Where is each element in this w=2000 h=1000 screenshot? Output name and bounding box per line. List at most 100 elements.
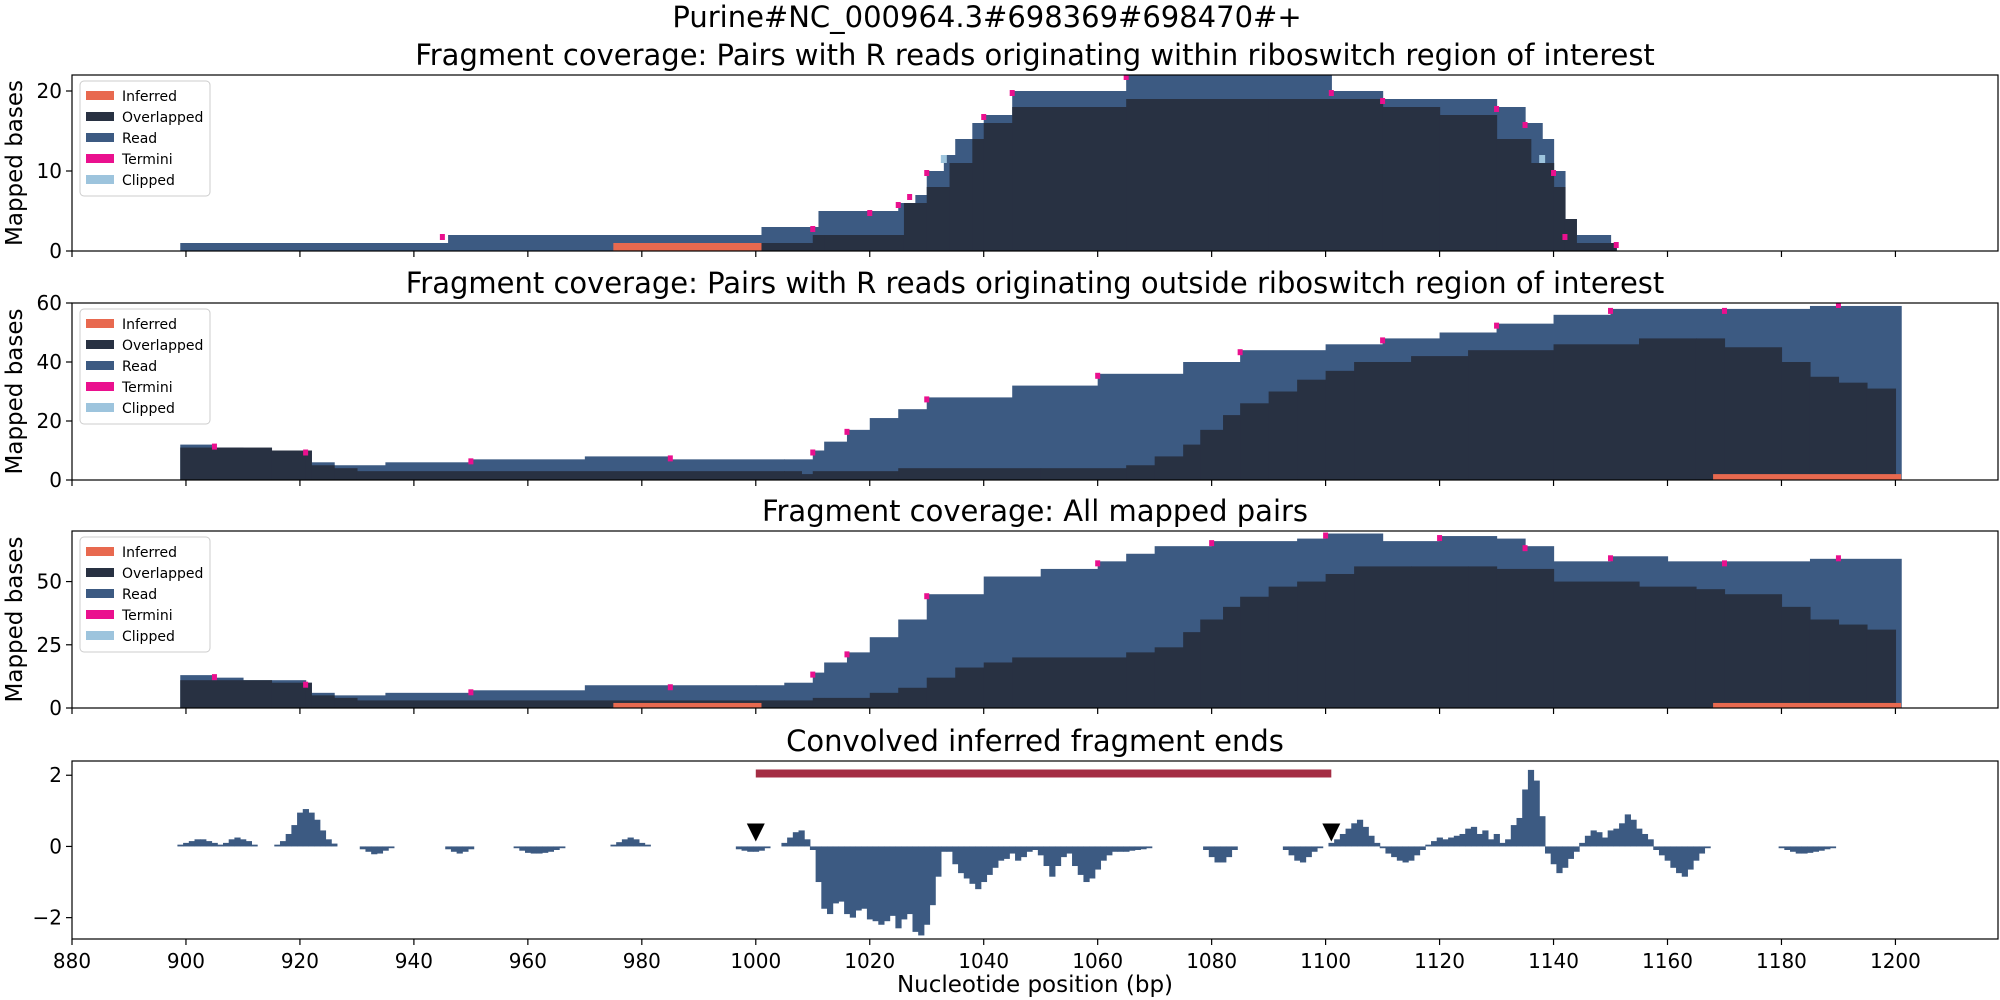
inferred-segment: [613, 702, 762, 708]
inferred-segment: [1713, 474, 1902, 480]
ends-bar: [855, 846, 862, 911]
ends-bar: [1294, 846, 1301, 861]
ends-bar: [1003, 846, 1010, 859]
coverage-step-overlapped: [1553, 344, 1640, 480]
coverage-step-overlapped: [983, 662, 1013, 708]
coverage-step-overlapped: [1553, 581, 1640, 708]
ends-bar: [1391, 846, 1398, 858]
ends-bar: [1072, 846, 1079, 867]
ends-bar: [1077, 846, 1084, 875]
coverage-step-overlapped: [1325, 573, 1355, 708]
legend-label: Read: [122, 359, 157, 375]
coverage-step-overlapped: [1200, 619, 1224, 708]
ends-bar: [644, 844, 651, 847]
ends-bar: [798, 830, 805, 847]
termini-mark: [1613, 242, 1619, 248]
coverage-step-overlapped: [949, 163, 973, 251]
ends-bar: [559, 846, 566, 849]
termini-mark: [981, 114, 987, 120]
termini-mark: [1608, 555, 1614, 562]
coverage-step-overlapped: [755, 243, 814, 251]
ends-bar: [1573, 846, 1580, 852]
coverage-step-read: [812, 450, 825, 480]
ends-bar: [1584, 835, 1592, 847]
ends-bar: [1778, 846, 1785, 849]
legend-swatch-clipped: [86, 175, 114, 184]
ends-bar: [1470, 826, 1478, 847]
coverage-step-overlapped: [1240, 403, 1270, 480]
plot-area: [180, 303, 1902, 480]
coverage-step-overlapped: [1724, 347, 1783, 480]
ends-bar: [217, 844, 224, 847]
ends-bar: [240, 839, 247, 847]
coverage-step-overlapped: [898, 468, 1042, 480]
ends-bar: [1613, 828, 1620, 847]
ends-bar: [1658, 846, 1666, 856]
termini-mark: [1721, 560, 1727, 567]
ends-bar: [975, 846, 982, 890]
ends-bar: [1493, 833, 1500, 847]
ends-bar: [297, 812, 304, 847]
ends-bar: [1567, 846, 1574, 859]
coverage-step-overlapped: [1553, 187, 1566, 251]
panel-title: Fragment coverage: All mapped pairs: [762, 494, 1308, 528]
ends-bar: [1790, 846, 1797, 852]
ends-bar: [205, 841, 213, 847]
coverage-step-overlapped: [1838, 382, 1868, 480]
ends-bar: [1556, 846, 1563, 874]
coverage-step-overlapped: [824, 235, 905, 251]
ends-bar: [530, 846, 537, 854]
coverage-step-overlapped: [1496, 568, 1555, 708]
ends-bar: [519, 846, 526, 851]
coverage-step-overlapped: [1809, 619, 1840, 708]
termini-mark: [1095, 560, 1101, 567]
coverage-step-read: [1012, 385, 1099, 480]
axes-frame: [71, 530, 1999, 709]
ends-bar: [302, 809, 309, 847]
ends-bar: [883, 846, 891, 922]
ends-bar: [1356, 819, 1364, 847]
x-tick-label: 1160: [1642, 949, 1693, 973]
ends-bar: [610, 844, 617, 847]
boundary-marker: [746, 823, 765, 842]
coverage-step-overlapped: [1639, 338, 1697, 480]
termini-mark: [1494, 322, 1500, 329]
legend-swatch-termini: [86, 154, 114, 163]
ends-bar: [1601, 837, 1609, 847]
inferred-segment: [1713, 702, 1902, 708]
ends-bar: [946, 846, 953, 852]
termini-mark: [1323, 532, 1329, 539]
ends-bar: [1795, 846, 1802, 854]
ends-bar: [1807, 846, 1814, 853]
x-tick-label: 1120: [1414, 949, 1465, 973]
termini-mark: [1551, 170, 1557, 176]
x-tick-label: 960: [509, 949, 547, 973]
x-tick-label: 1200: [1870, 949, 1921, 973]
coverage-step-overlapped: [1382, 107, 1441, 251]
ends-bar: [1579, 842, 1586, 847]
ends-bar: [781, 842, 788, 847]
coverage-step-overlapped: [1154, 456, 1184, 480]
ends-bar: [183, 842, 190, 847]
panel-title: Fragment coverage: Pairs with R reads or…: [415, 38, 1655, 72]
termini-mark: [895, 202, 901, 208]
ends-bar: [1208, 846, 1215, 858]
coverage-step-overlapped: [1354, 566, 1412, 708]
ends-bar: [838, 846, 845, 902]
coverage-step-overlapped: [311, 695, 335, 708]
coverage-step-overlapped: [1866, 388, 1897, 480]
ends-bar: [1824, 846, 1831, 850]
legend-label: Inferred: [122, 545, 177, 561]
plot-area: [180, 532, 1902, 708]
coverage-step-overlapped: [812, 471, 899, 480]
ends-bar: [866, 846, 874, 920]
coverage-step-overlapped: [972, 139, 985, 251]
ends-bar: [547, 846, 554, 852]
coverage-step-overlapped: [1223, 415, 1241, 480]
ends-bar: [1590, 830, 1597, 847]
ends-bar: [1647, 839, 1654, 847]
ends-bar: [992, 846, 999, 868]
ends-bar: [382, 846, 389, 851]
ends-bar: [1482, 830, 1489, 847]
